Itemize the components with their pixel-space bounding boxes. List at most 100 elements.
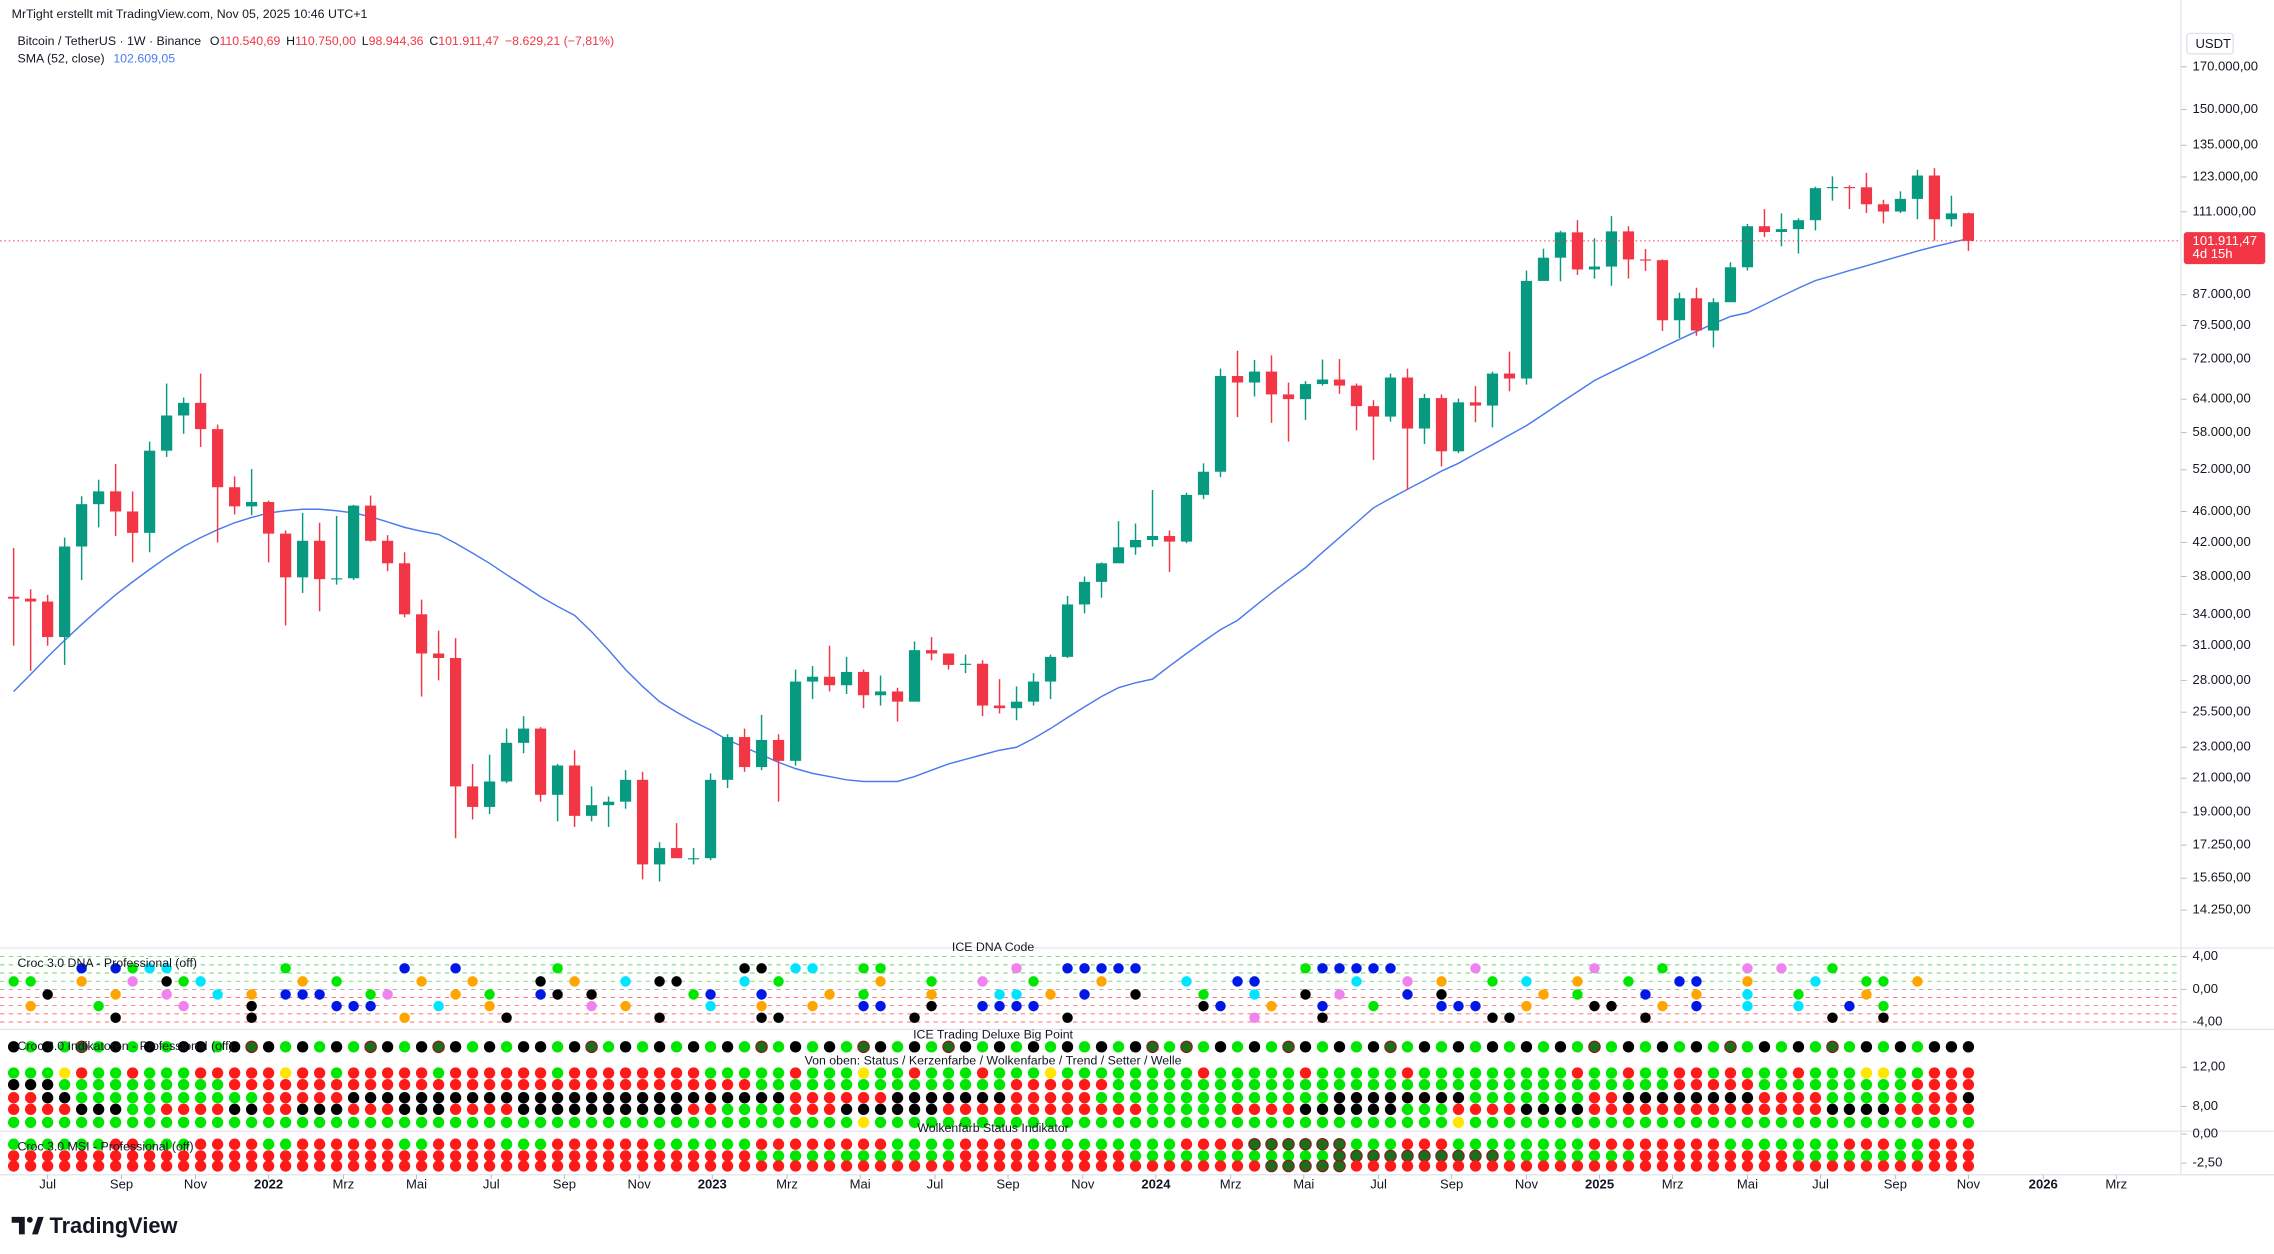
candle-body [1792,220,1805,230]
indicator-dot [1163,1041,1176,1053]
candle-body [1180,494,1193,542]
indicator-dot [58,1150,71,1162]
indicator-dot [517,1138,530,1150]
indicator-dot [1418,1041,1431,1053]
indicator-dot [636,1150,649,1162]
indicator-dot [41,1116,54,1129]
indicator-dot [891,1041,904,1053]
indicator-dot [1129,1160,1142,1172]
indicator-dot [296,1041,309,1053]
indicator-dot [756,963,767,974]
indicator-dot [755,1150,768,1162]
indicator-dot [840,1041,853,1053]
indicator-dot [534,1078,547,1091]
indicator-dot [1554,1092,1567,1104]
indicator-dot [398,1138,411,1150]
indicator-dot [297,989,308,1000]
indicator-dot [738,1160,751,1172]
indicator-dot [1282,1092,1295,1104]
indicator-dot [925,1067,938,1079]
indicator-dot [1214,1150,1227,1162]
indicator-dot [92,1116,105,1129]
indicator-dot [297,976,308,987]
indicator-dot [1724,1103,1737,1116]
indicator-dot [1112,1078,1125,1091]
indicator-dot [1520,1116,1533,1129]
indicator-dot [806,1103,819,1116]
indicator-dot [1470,1000,1481,1012]
indicator-dot [143,1078,156,1091]
indicator-dot [1690,1041,1703,1053]
indicator-dot [1792,1160,1805,1172]
indicator-dot [773,1012,784,1023]
indicator-dot [1350,1116,1363,1129]
indicator-dot [942,1067,955,1079]
indicator-dot [1673,1078,1686,1091]
author-line: MrTight erstellt mit TradingView.com, No… [12,7,368,21]
indicator-dot [211,1160,224,1172]
indicator-dot [858,989,869,1000]
candle-body [1333,379,1346,386]
indicator-dot [1775,1041,1788,1053]
candle-body [1129,540,1142,548]
indicator-dot [1656,1078,1669,1091]
panel-y-tick-label: 12,00 [2193,1059,2226,1074]
indicator-dot [76,976,87,987]
indicator-dot [194,1092,207,1104]
indicator-dot [1707,1092,1720,1104]
indicator-dot [568,1103,581,1116]
indicator-dot [1623,976,1634,987]
x-tick-label: Jul [1812,1176,1829,1191]
candle-body [568,765,581,816]
indicator-dot [228,1116,241,1129]
indicator-dot [1027,1041,1040,1053]
indicator-dot [1741,1092,1754,1104]
indicator-dot [500,1160,513,1172]
candle-body [738,737,751,768]
indicator-dot [1520,1067,1533,1079]
y-tick-label: 21.000,00 [2193,770,2251,785]
indicator-dot [1214,1092,1227,1104]
indicator-dot [296,1103,309,1116]
indicator-dot [670,1078,683,1091]
indicator-dot [670,1150,683,1162]
indicator-dot [58,1067,71,1079]
indicator-dot [1079,963,1090,974]
indicator-dot [1911,1092,1924,1104]
indicator-dot [1333,1067,1346,1079]
indicator-dot [755,1138,768,1150]
indicator-dot [1299,1078,1312,1091]
indicator-dot [246,1012,257,1023]
indicator-dot [756,1000,767,1012]
indicator-dot [1368,963,1379,974]
indicator-dot [1758,1150,1771,1162]
candle-body [653,848,666,865]
indicator-dot [1163,1150,1176,1162]
indicator-dot [1826,1160,1839,1172]
indicator-dot [1113,963,1124,974]
indicator-dot [177,1078,190,1091]
indicator-dot [738,1116,751,1129]
indicator-dot [41,1078,54,1091]
indicator-dot [568,1092,581,1104]
candle-body [229,487,241,507]
indicator-dot [1368,1000,1379,1012]
x-tick-label: Sep [1884,1176,1907,1191]
indicator-dot [1112,1067,1125,1079]
y-tick-label: 111.000,00 [2193,203,2257,218]
candle-body [42,601,54,638]
indicator-dot [1537,1041,1550,1053]
indicator-dot [1588,1092,1601,1104]
indicator-dot [1911,1078,1924,1091]
indicator-dot [1911,1103,1924,1116]
indicator-dot [245,1067,258,1079]
indicator-dot [1928,1067,1941,1079]
indicator-dot [1707,1103,1720,1116]
indicator-dot [551,1041,564,1053]
indicator-dot [942,1160,955,1172]
indicator-dot [1180,1103,1193,1116]
candle-body [93,491,105,505]
indicator-dot [1877,1150,1890,1162]
indicator-dot [670,1116,683,1129]
indicator-dot [1520,1150,1533,1162]
